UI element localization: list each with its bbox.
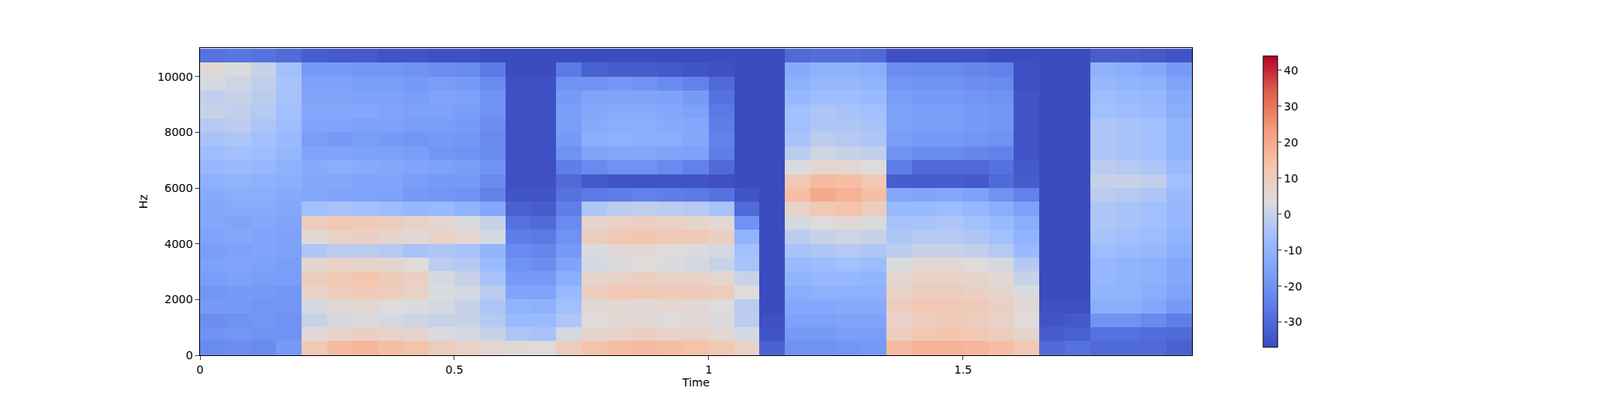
svg-text:-10: -10 xyxy=(1284,244,1303,257)
svg-text:Hz: Hz xyxy=(136,194,150,209)
svg-text:-20: -20 xyxy=(1284,280,1303,293)
svg-text:2000: 2000 xyxy=(164,292,194,306)
svg-text:4000: 4000 xyxy=(164,237,194,251)
svg-text:40: 40 xyxy=(1284,64,1299,77)
svg-text:Time: Time xyxy=(681,376,710,389)
svg-text:20: 20 xyxy=(1284,136,1299,149)
svg-text:0: 0 xyxy=(185,348,193,362)
svg-text:-30: -30 xyxy=(1284,315,1303,328)
svg-text:10: 10 xyxy=(1284,172,1299,185)
svg-text:0: 0 xyxy=(1284,208,1292,221)
svg-text:10000: 10000 xyxy=(157,70,194,84)
svg-text:30: 30 xyxy=(1284,100,1299,113)
svg-text:1: 1 xyxy=(704,363,712,376)
svg-text:6000: 6000 xyxy=(164,181,194,195)
svg-text:0.5: 0.5 xyxy=(445,363,464,376)
svg-text:8000: 8000 xyxy=(164,125,194,139)
svg-text:1.5: 1.5 xyxy=(954,363,972,376)
svg-text:0: 0 xyxy=(196,363,204,376)
